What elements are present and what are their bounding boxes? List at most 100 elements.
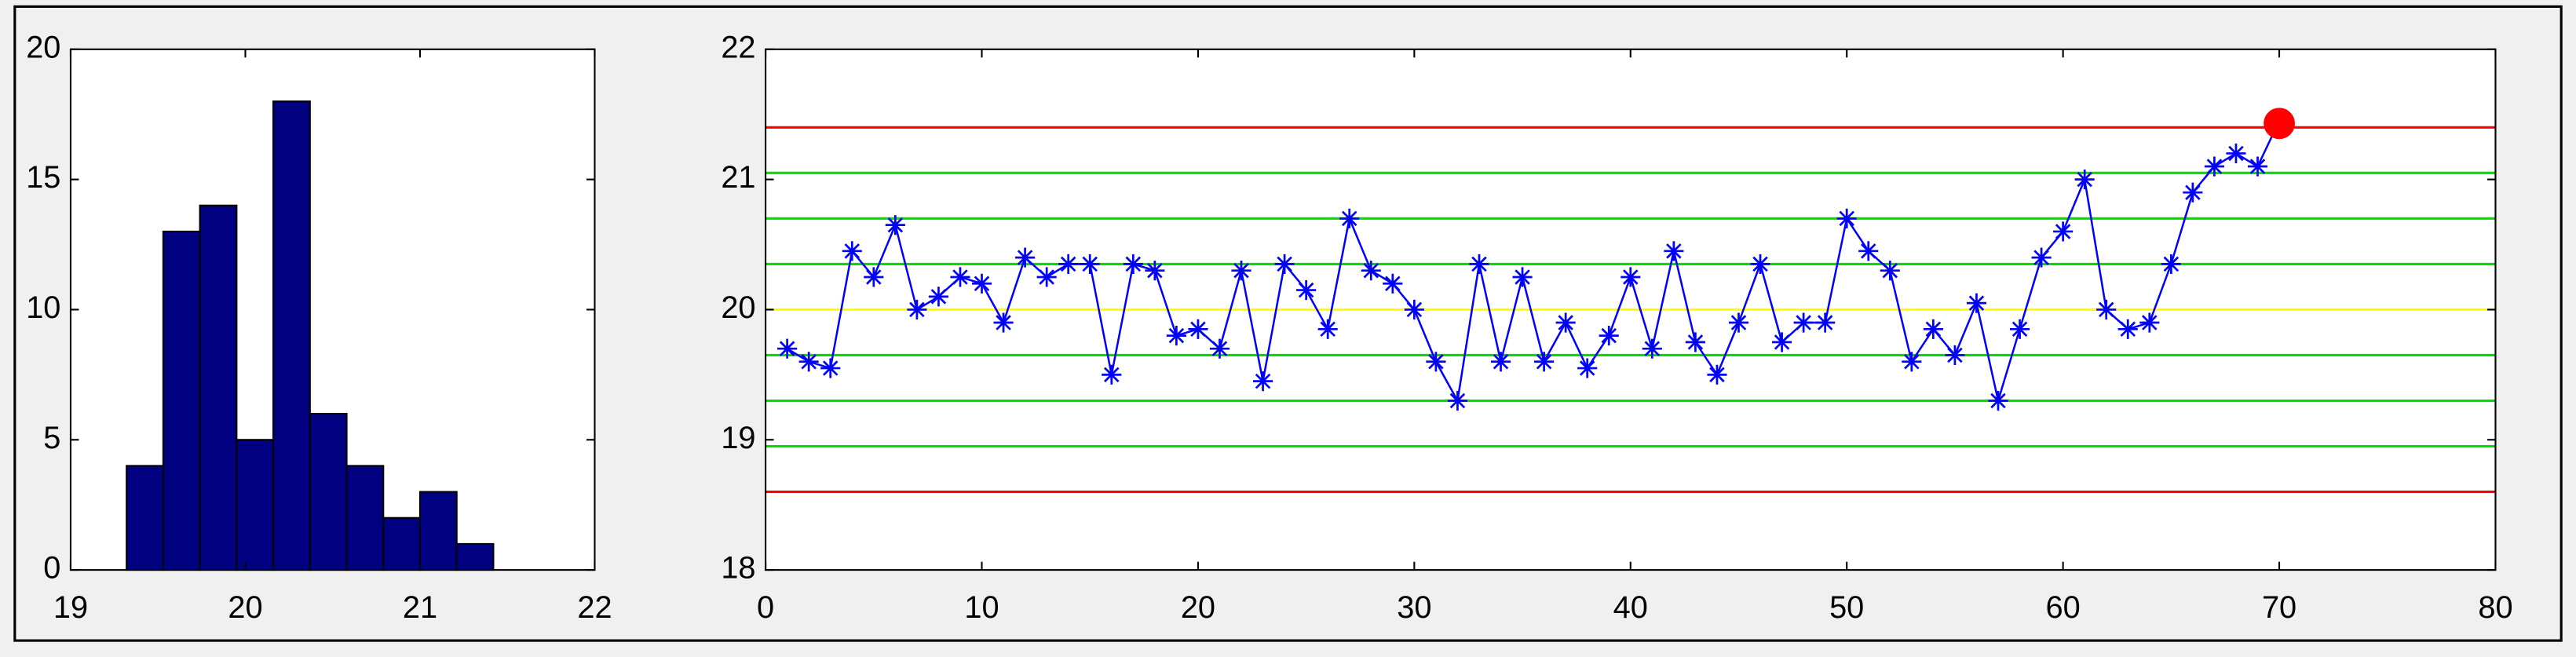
data-point bbox=[864, 267, 884, 287]
x-tick-label: 19 bbox=[53, 590, 88, 625]
x-tick-label: 20 bbox=[1181, 590, 1215, 625]
data-point bbox=[1490, 352, 1511, 372]
data-point bbox=[1383, 273, 1403, 294]
data-point bbox=[1642, 338, 1662, 359]
data-point bbox=[1036, 267, 1057, 287]
x-tick-label: 0 bbox=[757, 590, 774, 625]
data-point bbox=[1880, 261, 1900, 281]
data-point bbox=[907, 299, 927, 319]
data-point bbox=[993, 312, 1014, 333]
data-point bbox=[2074, 170, 2095, 190]
data-point bbox=[1966, 293, 1987, 313]
data-point bbox=[1339, 208, 1360, 228]
data-point bbox=[1858, 241, 1879, 261]
data-point bbox=[1923, 319, 1943, 339]
data-point bbox=[2117, 319, 2138, 339]
y-tick-label: 5 bbox=[43, 421, 60, 455]
y-tick-label: 0 bbox=[43, 551, 60, 586]
data-point bbox=[1836, 208, 1857, 228]
data-point bbox=[1945, 345, 1965, 366]
data-point bbox=[2204, 156, 2224, 177]
data-point bbox=[1902, 352, 1922, 372]
y-tick-label: 20 bbox=[26, 30, 60, 64]
data-point bbox=[777, 338, 798, 359]
histogram-bar bbox=[418, 491, 458, 571]
data-point bbox=[2096, 299, 2117, 319]
data-point bbox=[2031, 247, 2052, 268]
data-point bbox=[1555, 312, 1576, 333]
histogram-bar bbox=[236, 439, 275, 571]
data-point bbox=[1728, 312, 1749, 333]
data-point bbox=[1815, 312, 1836, 333]
data-point bbox=[1988, 390, 2008, 411]
data-point bbox=[1166, 326, 1186, 346]
y-tick-label: 20 bbox=[721, 290, 755, 325]
data-point bbox=[842, 241, 862, 261]
data-point bbox=[1772, 332, 1792, 352]
x-tick-label: 60 bbox=[2046, 590, 2081, 625]
data-point bbox=[1685, 332, 1705, 352]
histogram-bar bbox=[126, 465, 164, 571]
figure-border bbox=[13, 5, 2563, 642]
histogram-bar bbox=[309, 413, 348, 571]
x-tick-label: 22 bbox=[577, 590, 612, 625]
y-tick-label: 22 bbox=[721, 30, 755, 64]
data-point bbox=[1296, 280, 1317, 301]
data-point bbox=[950, 267, 970, 287]
histogram-bar bbox=[272, 100, 311, 571]
data-point bbox=[1015, 247, 1036, 268]
data-point bbox=[2009, 319, 2030, 339]
data-point bbox=[1209, 338, 1230, 359]
histogram-bar bbox=[162, 230, 201, 571]
x-tick-label: 30 bbox=[1397, 590, 1431, 625]
data-point bbox=[2053, 221, 2074, 242]
data-point bbox=[1577, 358, 1598, 378]
y-tick-label: 15 bbox=[26, 160, 60, 195]
data-point bbox=[1469, 254, 1489, 274]
data-point bbox=[1750, 254, 1770, 274]
histogram-bar bbox=[199, 204, 238, 571]
x-tick-label: 80 bbox=[2478, 590, 2512, 625]
data-point bbox=[1599, 326, 1619, 346]
data-point bbox=[1426, 352, 1446, 372]
data-point bbox=[1231, 261, 1251, 281]
data-point bbox=[971, 273, 992, 294]
data-point bbox=[2226, 143, 2246, 163]
y-tick-label: 18 bbox=[721, 551, 755, 586]
data-point bbox=[2161, 254, 2181, 274]
data-point bbox=[1102, 364, 1122, 385]
data-point bbox=[1080, 254, 1100, 274]
data-point bbox=[1188, 319, 1208, 339]
data-point bbox=[1793, 312, 1814, 333]
y-tick-label: 19 bbox=[721, 421, 755, 455]
data-point bbox=[2183, 182, 2203, 203]
data-point bbox=[928, 287, 948, 307]
x-tick-label: 50 bbox=[1829, 590, 1864, 625]
data-point bbox=[1123, 254, 1143, 274]
data-point bbox=[2139, 312, 2160, 333]
x-tick-label: 40 bbox=[1613, 590, 1648, 625]
x-tick-label: 21 bbox=[403, 590, 437, 625]
histogram-bar bbox=[382, 516, 422, 571]
y-tick-label: 10 bbox=[26, 290, 60, 325]
x-tick-label: 70 bbox=[2262, 590, 2296, 625]
histogram-bar bbox=[455, 542, 495, 571]
data-point bbox=[1621, 267, 1641, 287]
data-point bbox=[1274, 254, 1295, 274]
data-point bbox=[1361, 261, 1381, 281]
data-point bbox=[1534, 352, 1555, 372]
data-line bbox=[786, 120, 2281, 405]
data-point bbox=[820, 358, 841, 378]
data-point bbox=[2247, 156, 2268, 177]
data-point bbox=[1512, 267, 1533, 287]
data-point bbox=[1707, 364, 1727, 385]
data-point bbox=[798, 352, 819, 372]
out-of-control-point bbox=[2264, 108, 2295, 140]
x-tick-label: 10 bbox=[964, 590, 999, 625]
data-point bbox=[1253, 371, 1273, 392]
y-tick-label: 21 bbox=[721, 160, 755, 195]
data-point bbox=[1058, 254, 1079, 274]
histogram-bar bbox=[345, 465, 385, 571]
